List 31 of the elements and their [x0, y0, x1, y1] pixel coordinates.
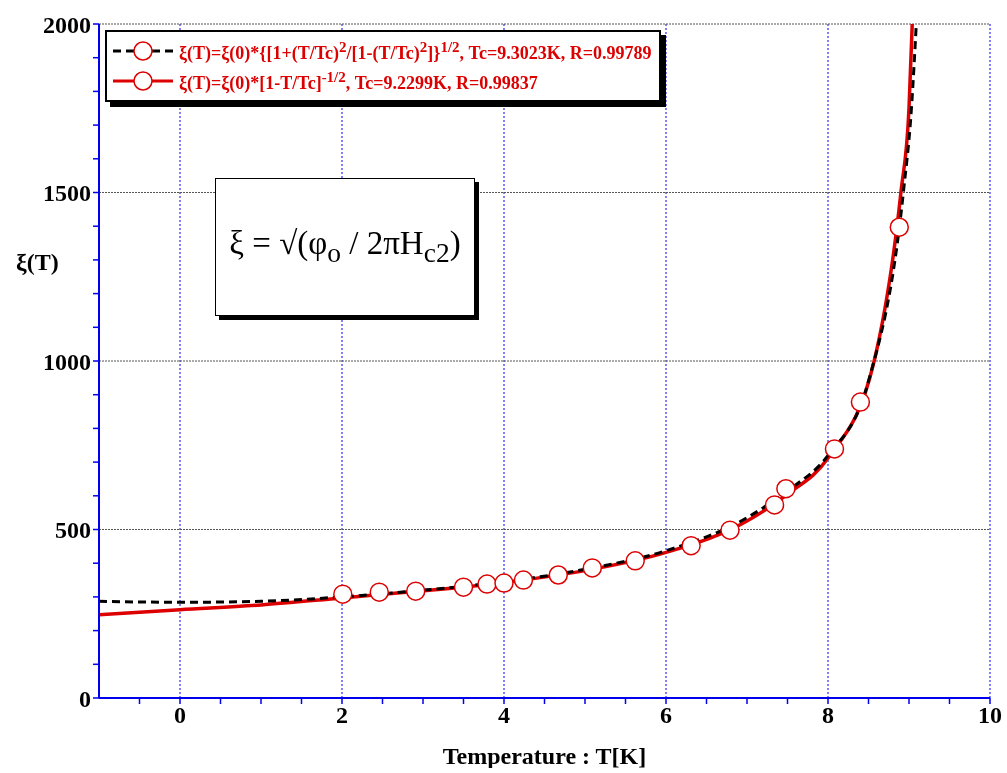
point — [548, 565, 569, 585]
point — [720, 520, 740, 540]
legend-label: ξ(T)=ξ(0)*{[1+(T/Tc)$^{2}$/[1-(T/Tc)$^{2}$]}$^{1/2}$, Tc=9.3023K, R=0.99789 — [179, 38, 652, 64]
y-tick-label: 1500 — [43, 180, 91, 207]
x-tick-label: 4 — [498, 702, 510, 729]
y-axis-title: ξ(T) — [16, 249, 59, 276]
point — [850, 392, 871, 412]
x-tick-label: 6 — [660, 702, 672, 729]
point — [405, 581, 426, 601]
point — [764, 495, 785, 515]
point — [625, 551, 645, 571]
y-tick-label: 2000 — [43, 11, 91, 38]
point — [333, 584, 353, 604]
x-tick-label: 10 — [978, 702, 1002, 729]
point — [824, 439, 845, 459]
y-tick-label: 0 — [79, 685, 91, 712]
point — [369, 582, 390, 602]
point — [453, 577, 474, 597]
point — [494, 573, 514, 593]
point — [582, 558, 603, 578]
y-tick-label: 500 — [55, 517, 91, 544]
point — [776, 478, 796, 499]
x-tick-label: 8 — [822, 702, 834, 729]
y-tick-label: 1000 — [43, 348, 91, 375]
x-tick-label: 2 — [336, 702, 348, 729]
legend-label: ξ(T)=ξ(0)*[1-T/Tc]$^{-1/2}$, Tc=9.2299K, R=0.99837 — [179, 68, 538, 94]
point — [513, 570, 534, 590]
x-tick-label: 0 — [174, 702, 186, 729]
point — [889, 217, 910, 237]
point — [681, 535, 701, 556]
point — [477, 574, 497, 594]
